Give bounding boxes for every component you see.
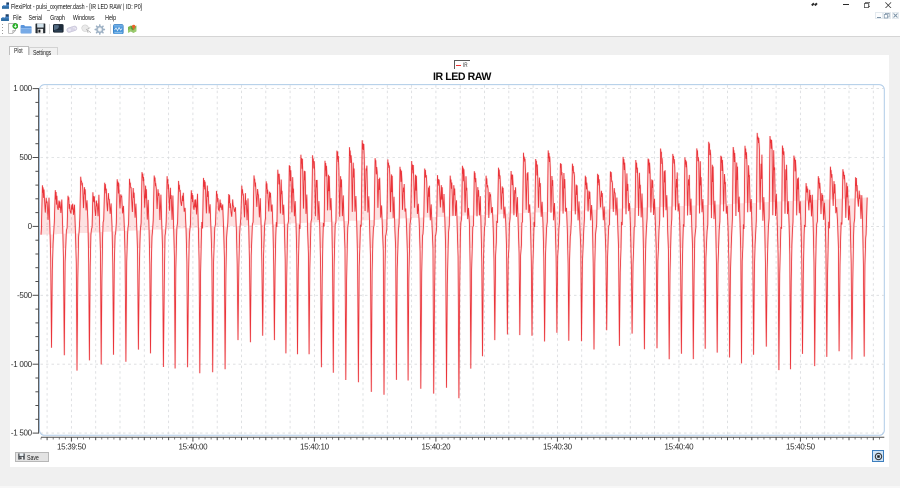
svg-text:15:40:40: 15:40:40 <box>665 443 695 452</box>
svg-text:0: 0 <box>28 222 33 231</box>
svg-text:15:40:30: 15:40:30 <box>543 443 573 452</box>
svg-text:15:40:10: 15:40:10 <box>300 443 330 452</box>
svg-text:-1 000: -1 000 <box>11 360 33 369</box>
svg-text:15:40:00: 15:40:00 <box>179 443 209 452</box>
svg-text:15:40:50: 15:40:50 <box>786 443 816 452</box>
svg-text:-500: -500 <box>17 291 33 300</box>
svg-text:1 000: 1 000 <box>13 84 32 93</box>
svg-text:-1 500: -1 500 <box>11 429 33 438</box>
svg-text:500: 500 <box>19 153 32 162</box>
svg-text:15:40:20: 15:40:20 <box>422 443 452 452</box>
svg-text:15:39:50: 15:39:50 <box>57 443 87 452</box>
